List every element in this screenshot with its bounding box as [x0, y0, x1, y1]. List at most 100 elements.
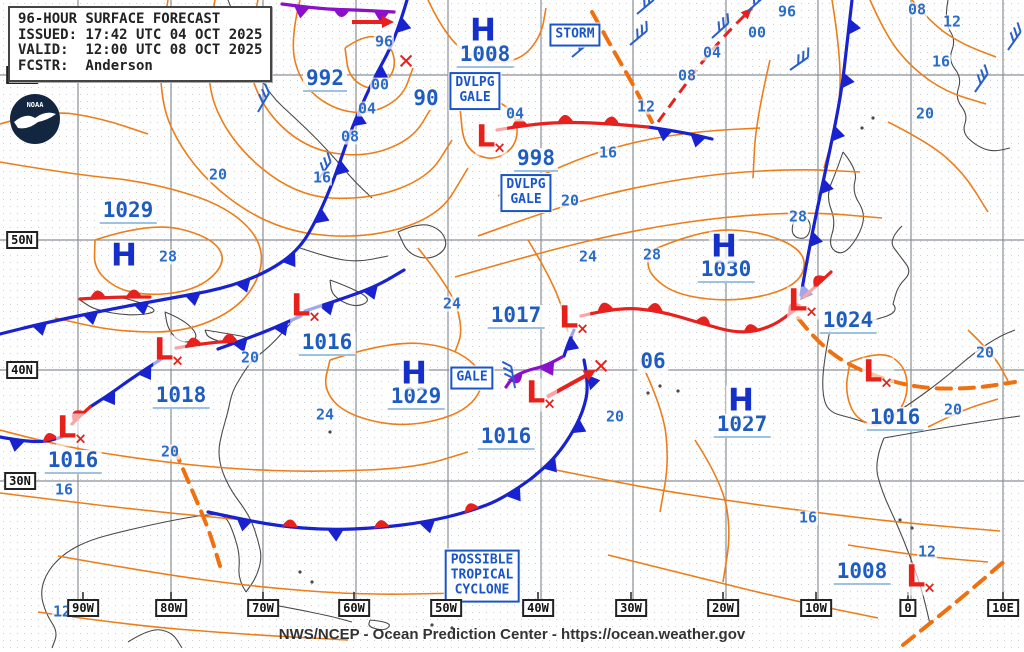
- isobar-line: [37, 611, 349, 641]
- pressure-value-label: 1016: [477, 426, 535, 450]
- warm-front-semicircle: [507, 372, 523, 384]
- low-pressure-symbol: L×: [290, 291, 322, 326]
- isobar-line: [847, 544, 989, 563]
- coastline: [397, 224, 447, 259]
- cold-front-triangle: [373, 10, 390, 24]
- isobar-line: [694, 439, 730, 583]
- low-position-x: ×: [880, 373, 893, 392]
- cold-front-triangle: [319, 301, 335, 316]
- cold-front-triangle: [809, 231, 823, 248]
- low-position-x: ×: [923, 578, 936, 597]
- wind-barb-icon: [746, 0, 765, 13]
- warning-label-box: DVLPG GALE: [500, 174, 552, 212]
- low-pressure-symbol: L×: [862, 357, 894, 392]
- isobar-line: [639, 359, 668, 513]
- isobar-value-label: 00: [746, 23, 768, 42]
- cold-front-line: [0, 0, 409, 336]
- coastline: [822, 329, 877, 427]
- longitude-label: 60W: [338, 599, 370, 617]
- cold-front-triangle: [235, 278, 251, 293]
- cold-front-triangle: [362, 285, 378, 300]
- low-letter: L: [526, 375, 546, 411]
- storm-position-x-icon: ✕: [397, 49, 415, 74]
- island-dot: [298, 570, 302, 574]
- warm-front-semicircle: [813, 275, 826, 288]
- coastline: [127, 629, 183, 649]
- island-dot: [450, 626, 454, 630]
- high-pressure-symbol: H: [726, 382, 756, 419]
- low-position-x: ×: [543, 394, 556, 413]
- isobar-value-label: 08: [339, 127, 361, 146]
- low-letter: L: [788, 283, 808, 319]
- isobar-value-label: 20: [239, 348, 261, 367]
- island-dot: [871, 116, 875, 120]
- warm-front-semicircle: [333, 9, 350, 18]
- isobar-value-label: 04: [356, 99, 378, 118]
- isobar-value-label: 28: [641, 245, 663, 264]
- warm-front-semicircle: [695, 316, 711, 326]
- warm-front-semicircle: [42, 433, 59, 443]
- pressure-value-label: 90: [410, 88, 442, 110]
- island-dot: [430, 623, 434, 627]
- isobar-line: [0, 492, 256, 522]
- trough-line: [590, 10, 654, 124]
- pressure-value-label: 1016: [44, 450, 102, 474]
- high-pressure-symbol: H: [468, 12, 498, 49]
- cold-front-triangle: [101, 390, 116, 406]
- latitude-label: 50N: [6, 231, 38, 249]
- isobar-line: [324, 342, 483, 426]
- low-pressure-symbol: L×: [525, 375, 557, 413]
- isobar-value-label: 24: [441, 294, 463, 313]
- isobar-value-label: 20: [914, 104, 936, 123]
- warm-front-semicircle: [597, 302, 614, 312]
- warning-label-line: DVLPG: [506, 177, 546, 193]
- warning-label-line: DVLPG: [455, 75, 495, 91]
- longitude-label: 10E: [987, 599, 1019, 617]
- warm-front-line: [495, 120, 650, 132]
- isobar-value-label: 20: [604, 407, 626, 426]
- isobar-value-label: 08: [906, 0, 928, 19]
- isobar-line: [555, 469, 1001, 532]
- coastline: [368, 619, 390, 631]
- pressure-value-label: 1008: [833, 561, 891, 585]
- isobar-value-label: 28: [157, 247, 179, 266]
- valid-line: VALID: 12:00 UTC 08 OCT 2025: [18, 42, 263, 59]
- isobar-value-label: 20: [207, 165, 229, 184]
- low-position-x: ×: [576, 319, 589, 338]
- cold-front-triangle: [848, 18, 861, 35]
- isobar-value-label: 04: [701, 43, 723, 62]
- isobar-line: [887, 121, 989, 213]
- isobar-value-label: 20: [159, 442, 181, 461]
- pressure-value-label: 1029: [99, 200, 157, 224]
- warning-label-line: CYCLONE: [454, 582, 510, 598]
- isobar-line: [207, 0, 453, 200]
- isobar-line: [647, 229, 805, 301]
- low-position-x: ×: [308, 307, 321, 326]
- pressure-value-label: 1030: [697, 259, 755, 283]
- isobar-value-label: 16: [797, 508, 819, 527]
- cold-front-triangle: [31, 322, 48, 336]
- isobar-value-label: 16: [311, 168, 333, 187]
- cold-front-triangle: [282, 252, 296, 268]
- isobar-line: [292, 0, 414, 114]
- isobar-value-label: 16: [53, 480, 75, 499]
- isobar-value-label: 24: [314, 405, 336, 424]
- cold-front-triangle: [184, 292, 201, 307]
- warning-label-line: STORM: [555, 26, 595, 42]
- island-dot: [898, 518, 902, 522]
- latitude-label: 30N: [4, 472, 36, 490]
- low-position-x: ×: [171, 351, 184, 370]
- isobar-value-label: 20: [559, 191, 581, 210]
- longitude-label: 50W: [430, 599, 462, 617]
- low-pressure-symbol: L×: [475, 122, 507, 156]
- warm-front-semicircle: [464, 503, 480, 514]
- island-dot: [910, 526, 914, 530]
- low-position-x: ×: [74, 429, 87, 448]
- coastline: [299, 247, 389, 262]
- cold-front-triangle: [820, 178, 834, 195]
- isobar-value-label: 20: [974, 343, 996, 362]
- warm-front-semicircle: [185, 337, 202, 347]
- warm-front-semicircle: [743, 324, 760, 334]
- chart-title: 96-HOUR SURFACE FORECAST: [18, 11, 221, 27]
- cold-front-triangle: [8, 438, 25, 452]
